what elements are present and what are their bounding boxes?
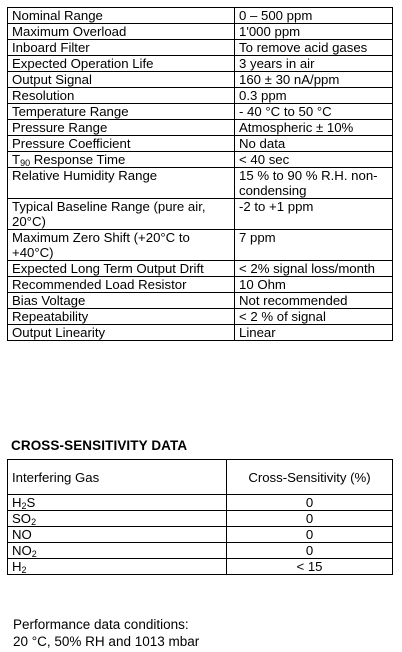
cross-row: H2 < 15	[7, 558, 393, 575]
spec-parameter: Maximum Overload	[7, 23, 235, 40]
spec-row: Output Linearity Linear	[7, 324, 393, 341]
cross-row: NO2 0	[7, 542, 393, 559]
specifications-table: Nominal Range 0 – 500 ppm Maximum Overlo…	[7, 7, 393, 341]
spec-parameter: Inboard Filter	[7, 39, 235, 56]
spec-value: -2 to +1 ppm	[234, 198, 393, 230]
spec-value: 160 ± 30 nA/ppm	[234, 71, 393, 88]
spec-row: Expected Operation Life 3 years in air	[7, 55, 393, 72]
spec-value: Atmospheric ± 10%	[234, 119, 393, 136]
spec-parameter-subscript: 90	[20, 158, 31, 168]
spec-row: Maximum Zero Shift (+20°C to +40°C) 7 pp…	[7, 229, 393, 261]
column-header-interfering-gas: Interfering Gas	[7, 459, 227, 495]
performance-conditions-line: 20 °C, 50% RH and 1013 mbar	[13, 634, 200, 649]
spec-row: Pressure Coefficient No data	[7, 135, 393, 152]
spec-parameter: Output Linearity	[7, 324, 235, 341]
spec-row: Output Signal 160 ± 30 nA/ppm	[7, 71, 393, 88]
spec-row: Nominal Range 0 – 500 ppm	[7, 7, 393, 24]
spec-row: Temperature Range - 40 °C to 50 °C	[7, 103, 393, 120]
spec-value: 3 years in air	[234, 55, 393, 72]
spec-value: Not recommended	[234, 292, 393, 309]
cross-row: H2S 0	[7, 494, 393, 511]
spec-row: Relative Humidity Range 15 % to 90 % R.H…	[7, 167, 393, 199]
spec-parameter: Output Signal	[7, 71, 235, 88]
spec-value: 15 % to 90 % R.H. non-condensing	[234, 167, 393, 199]
gas-name: NO	[7, 526, 227, 543]
spec-parameter: Temperature Range	[7, 103, 235, 120]
gas-formula-main: NO	[12, 543, 32, 558]
spec-parameter: Expected Operation Life	[7, 55, 235, 72]
spec-value: < 2 % of signal	[234, 308, 393, 325]
gas-name: SO2	[7, 510, 227, 527]
spec-parameter-main: T	[12, 152, 21, 167]
cross-sensitivity-value: 0	[226, 510, 393, 527]
gas-formula-subscript: 2	[21, 501, 27, 511]
spec-row: Bias Voltage Not recommended	[7, 292, 393, 309]
cross-sensitivity-value: 0	[226, 494, 393, 511]
spec-value: 1'000 ppm	[234, 23, 393, 40]
spec-value: Linear	[234, 324, 393, 341]
spec-value: - 40 °C to 50 °C	[234, 103, 393, 120]
spec-parameter: Nominal Range	[7, 7, 235, 24]
spec-value: 0.3 ppm	[234, 87, 393, 104]
gas-formula-main: NO	[12, 527, 32, 542]
cross-sensitivity-table: Interfering Gas Cross-Sensitivity (%) H2…	[7, 459, 393, 575]
cross-sensitivity-value: 0	[226, 542, 393, 559]
spec-row: Resolution 0.3 ppm	[7, 87, 393, 104]
spec-parameter: Bias Voltage	[7, 292, 235, 309]
gas-formula-main: H	[12, 559, 22, 574]
spec-parameter: Pressure Range	[7, 119, 235, 136]
spec-parameter: Expected Long Term Output Drift	[7, 260, 235, 277]
gas-name: H2S	[7, 494, 227, 511]
gas-formula-subscript: 2	[21, 565, 27, 575]
spec-parameter: Typical Baseline Range (pure air, 20°C)	[7, 198, 235, 230]
gas-name: H2	[7, 558, 227, 575]
spec-parameter: Pressure Coefficient	[7, 135, 235, 152]
spec-row: Repeatability < 2 % of signal	[7, 308, 393, 325]
cross-row: SO2 0	[7, 510, 393, 527]
spec-row: T90 Response Time < 40 sec	[7, 151, 393, 168]
cross-sensitivity-heading: CROSS-SENSITIVITY DATA	[11, 438, 188, 453]
spec-parameter: T90 Response Time	[7, 151, 235, 168]
gas-formula-main: SO	[12, 511, 32, 526]
cross-sensitivity-value: < 15	[226, 558, 393, 575]
performance-conditions-line: Performance data conditions:	[13, 617, 189, 632]
spec-row: Typical Baseline Range (pure air, 20°C) …	[7, 198, 393, 230]
spec-parameter: Repeatability	[7, 308, 235, 325]
cross-row: NO 0	[7, 526, 393, 543]
performance-conditions-note: Performance data conditions: 20 °C, 50% …	[13, 616, 199, 650]
spec-parameter: Maximum Zero Shift (+20°C to +40°C)	[7, 229, 235, 261]
spec-value: 10 Ohm	[234, 276, 393, 293]
spec-value: < 2% signal loss/month	[234, 260, 393, 277]
spec-value: 0 – 500 ppm	[234, 7, 393, 24]
gas-formula-subscript: 2	[31, 517, 37, 527]
spec-row: Recommended Load Resistor 10 Ohm	[7, 276, 393, 293]
spec-value: To remove acid gases	[234, 39, 393, 56]
cross-sensitivity-value: 0	[226, 526, 393, 543]
gas-name: NO2	[7, 542, 227, 559]
spec-row: Expected Long Term Output Drift < 2% sig…	[7, 260, 393, 277]
spec-value: < 40 sec	[234, 151, 393, 168]
spec-row: Maximum Overload 1'000 ppm	[7, 23, 393, 40]
spec-parameter: Recommended Load Resistor	[7, 276, 235, 293]
spec-parameter-rest: Response Time	[30, 152, 126, 167]
spec-row: Pressure Range Atmospheric ± 10%	[7, 119, 393, 136]
spec-value: 7 ppm	[234, 229, 393, 261]
column-header-cross-sensitivity: Cross-Sensitivity (%)	[226, 459, 393, 495]
spec-row: Inboard Filter To remove acid gases	[7, 39, 393, 56]
gas-formula-subscript: 2	[31, 549, 37, 559]
gas-formula-rest: S	[26, 495, 36, 510]
spec-parameter: Resolution	[7, 87, 235, 104]
cross-header-row: Interfering Gas Cross-Sensitivity (%)	[7, 459, 393, 495]
gas-formula-main: H	[12, 495, 22, 510]
spec-parameter: Relative Humidity Range	[7, 167, 235, 199]
spec-value: No data	[234, 135, 393, 152]
